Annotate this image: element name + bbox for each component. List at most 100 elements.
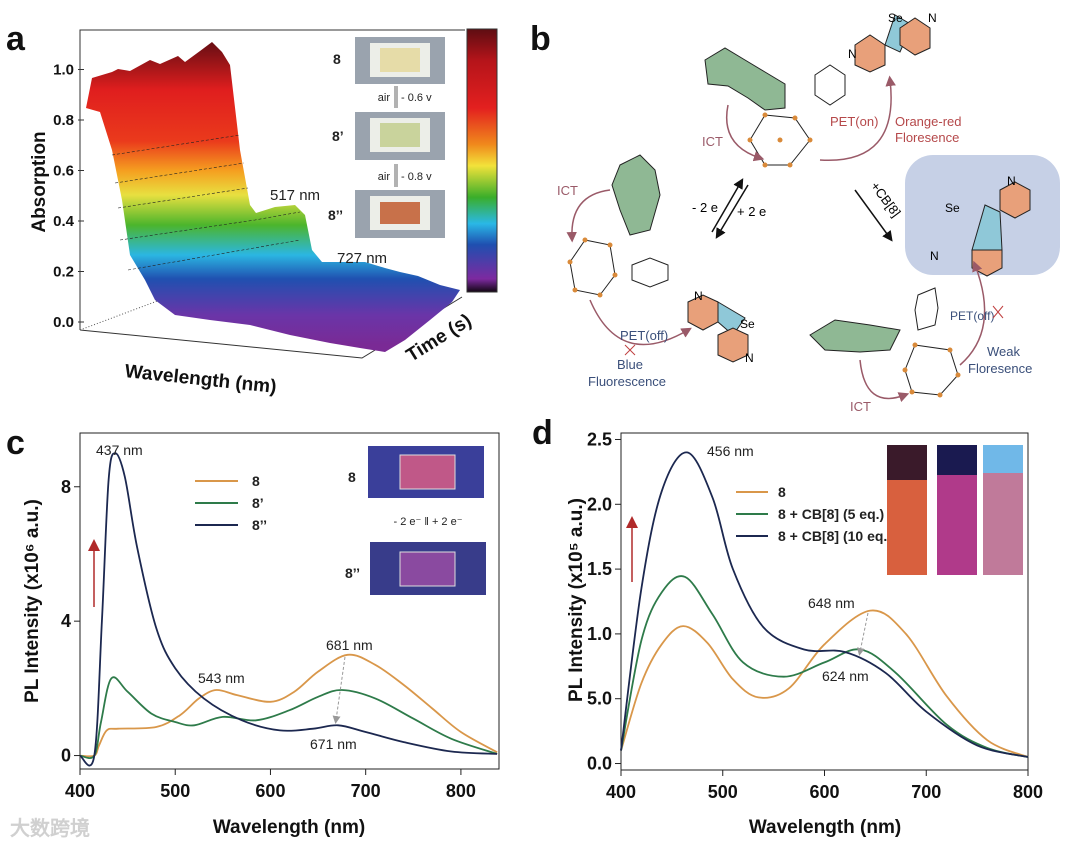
series-line-2 xyxy=(79,452,498,767)
fluorescence-label: Fluorescence xyxy=(588,374,666,389)
annotation-437nm: 437 nm xyxy=(96,442,143,458)
panel-label-d: d xyxy=(532,414,553,452)
y-tick-label-a: 0.4 xyxy=(53,213,75,230)
molecule-top: Se N N ICT PET(on) Orange-red Floresence xyxy=(702,11,961,168)
inset-film-8 xyxy=(399,454,456,490)
y-axis-label-a: Absorption xyxy=(29,131,50,232)
selenophene-icon xyxy=(971,204,1003,251)
panel-b: b Se N N ICT PET(on) Orange-red Floresen… xyxy=(530,11,1060,414)
series-line-2 xyxy=(620,451,1029,758)
n-label-left2: N xyxy=(745,351,754,365)
legend-label-0: 8 xyxy=(778,484,786,500)
x-tick-label: 800 xyxy=(1013,782,1043,802)
pyrene-icon xyxy=(809,319,901,353)
absorption-surface xyxy=(86,42,460,352)
inset-film-8dprime xyxy=(399,551,456,587)
shift-arrow-d xyxy=(856,612,869,656)
ict-label-top: ICT xyxy=(702,134,723,149)
watermark: 大数跨境 xyxy=(10,816,90,840)
ict-arrow-top xyxy=(726,104,765,162)
y-ticks-a: 0.0 0.2 0.4 0.6 0.8 1.0 xyxy=(53,62,84,331)
panel-a: a 0.0 0.2 0.4 0.6 0.8 1.0 Absorption Waveleng… xyxy=(6,20,498,398)
n-label-top2: N xyxy=(928,11,937,25)
annotation-543nm: 543 nm xyxy=(198,670,245,686)
y-axis-label-d: PL Intensity (x10⁵ a.u.) xyxy=(566,498,587,702)
pyridinium-ring-icon xyxy=(899,17,931,56)
y-tick-label: 8 xyxy=(61,477,71,497)
y-tick-label: 0.0 xyxy=(587,754,612,774)
step2-left: air xyxy=(378,171,391,183)
legend-label-1: 8 + CB[8] (5 eq.) xyxy=(778,506,884,522)
pet-off-label-right: PET(off) xyxy=(950,309,994,323)
y-tick-label: 5.0 xyxy=(587,689,612,709)
y-axis-label-c: PL Intensity (x10⁶ a.u.) xyxy=(22,499,43,703)
colorbar xyxy=(466,28,498,293)
pet-arrow-top xyxy=(819,75,896,161)
series-line-1 xyxy=(79,676,498,759)
x-tick-label: 400 xyxy=(65,781,95,801)
pyridinium-ring-icon xyxy=(717,327,749,363)
cb8-arrow xyxy=(854,189,893,242)
y-tick-label-a: 1.0 xyxy=(53,62,74,79)
ict-arrow-right xyxy=(859,359,910,403)
y-tick-label-a: 0.2 xyxy=(53,264,74,281)
photo-label-8: 8 xyxy=(333,51,341,67)
orange-red-label2: Floresence xyxy=(895,130,959,145)
shift-arrow-c xyxy=(332,656,346,724)
pet-off-label-left: PET(off) xyxy=(620,328,668,343)
panel-d: d 400 500 600 700 800 0.0 5.0 1.0 1.5 2.0 2.5 PL I… xyxy=(532,414,1043,838)
n-label-top1: N xyxy=(848,47,857,61)
blue-label: Blue xyxy=(617,357,643,372)
carborane-cage-icon xyxy=(904,344,959,396)
se-label-left: Se xyxy=(740,317,755,331)
ict-label-left: ICT xyxy=(557,183,578,198)
se-label-right: Se xyxy=(945,201,960,215)
x-tick-label: 400 xyxy=(606,782,636,802)
blocked-x-icon xyxy=(992,305,1004,319)
n-label-left1: N xyxy=(694,289,703,303)
orange-red-label: Orange-red xyxy=(895,114,961,129)
plot-area-c xyxy=(79,432,500,770)
panel-c: c 400 500 600 700 800 0 4 8 PL Intensity (x10⁶ … xyxy=(6,424,500,838)
cuvette-top xyxy=(983,445,1023,473)
n-label-right1: N xyxy=(1007,174,1016,188)
y-tick-label: 1.5 xyxy=(587,559,612,579)
x-tick-label: 600 xyxy=(809,782,839,802)
y-tick-label: 2.5 xyxy=(587,429,612,449)
y-tick-label-a: 0.0 xyxy=(53,314,74,331)
ict-label-right: ICT xyxy=(850,399,871,414)
ict-arrow-left xyxy=(566,189,611,243)
weak-fluorescence-label: Floresence xyxy=(968,361,1032,376)
y-tick-label-a: 0.8 xyxy=(53,112,74,129)
pyrene-icon xyxy=(704,47,786,111)
phenyl-icon xyxy=(631,257,669,288)
pyridinium-ring-icon xyxy=(687,294,719,331)
annotation-517nm: 517 nm xyxy=(270,187,320,204)
annotation-681nm: 681 nm xyxy=(326,637,373,653)
inset-redox-label: - 2 e⁻ ‖ + 2 e⁻ xyxy=(393,516,462,528)
series-line-0 xyxy=(79,653,498,758)
annotation-727nm: 727 nm xyxy=(337,250,387,267)
cuvette-top xyxy=(937,445,977,475)
inset-label-8dprime: 8’’ xyxy=(345,565,360,581)
photo-film-8prime xyxy=(380,123,420,147)
x-tick-label: 800 xyxy=(446,781,476,801)
x-axis-label-d: Wavelength (nm) xyxy=(749,817,901,838)
x-tick-label: 500 xyxy=(708,782,738,802)
oxidation-arrow xyxy=(711,178,744,233)
annotation-456nm: 456 nm xyxy=(707,443,754,459)
pet-arrow-left xyxy=(589,299,692,346)
photo-film-8 xyxy=(380,48,420,72)
blocked-x-icon xyxy=(624,344,636,356)
legend-c: 8 8’ 8’’ xyxy=(195,473,267,533)
x-axis-label-a: Wavelength (nm) xyxy=(124,361,278,398)
device-photos: 8 8’ 8’’ air - 0.6 v air - 0.8 v xyxy=(328,37,445,238)
molecule-right: Se N N ICT PET(off) Weak Floresence xyxy=(809,155,1060,414)
photo-film-8dprime xyxy=(380,202,420,224)
redox-plus-label: + 2 e xyxy=(737,204,766,219)
molecule-left: Se N N ICT PET(off) Blue Fluorescence xyxy=(557,154,755,389)
pyridinium-ring-icon xyxy=(999,181,1031,219)
photo-label-8dprime: 8’’ xyxy=(328,207,343,223)
panel-label-a: a xyxy=(6,20,26,58)
y-tick-label: 1.0 xyxy=(587,624,612,644)
